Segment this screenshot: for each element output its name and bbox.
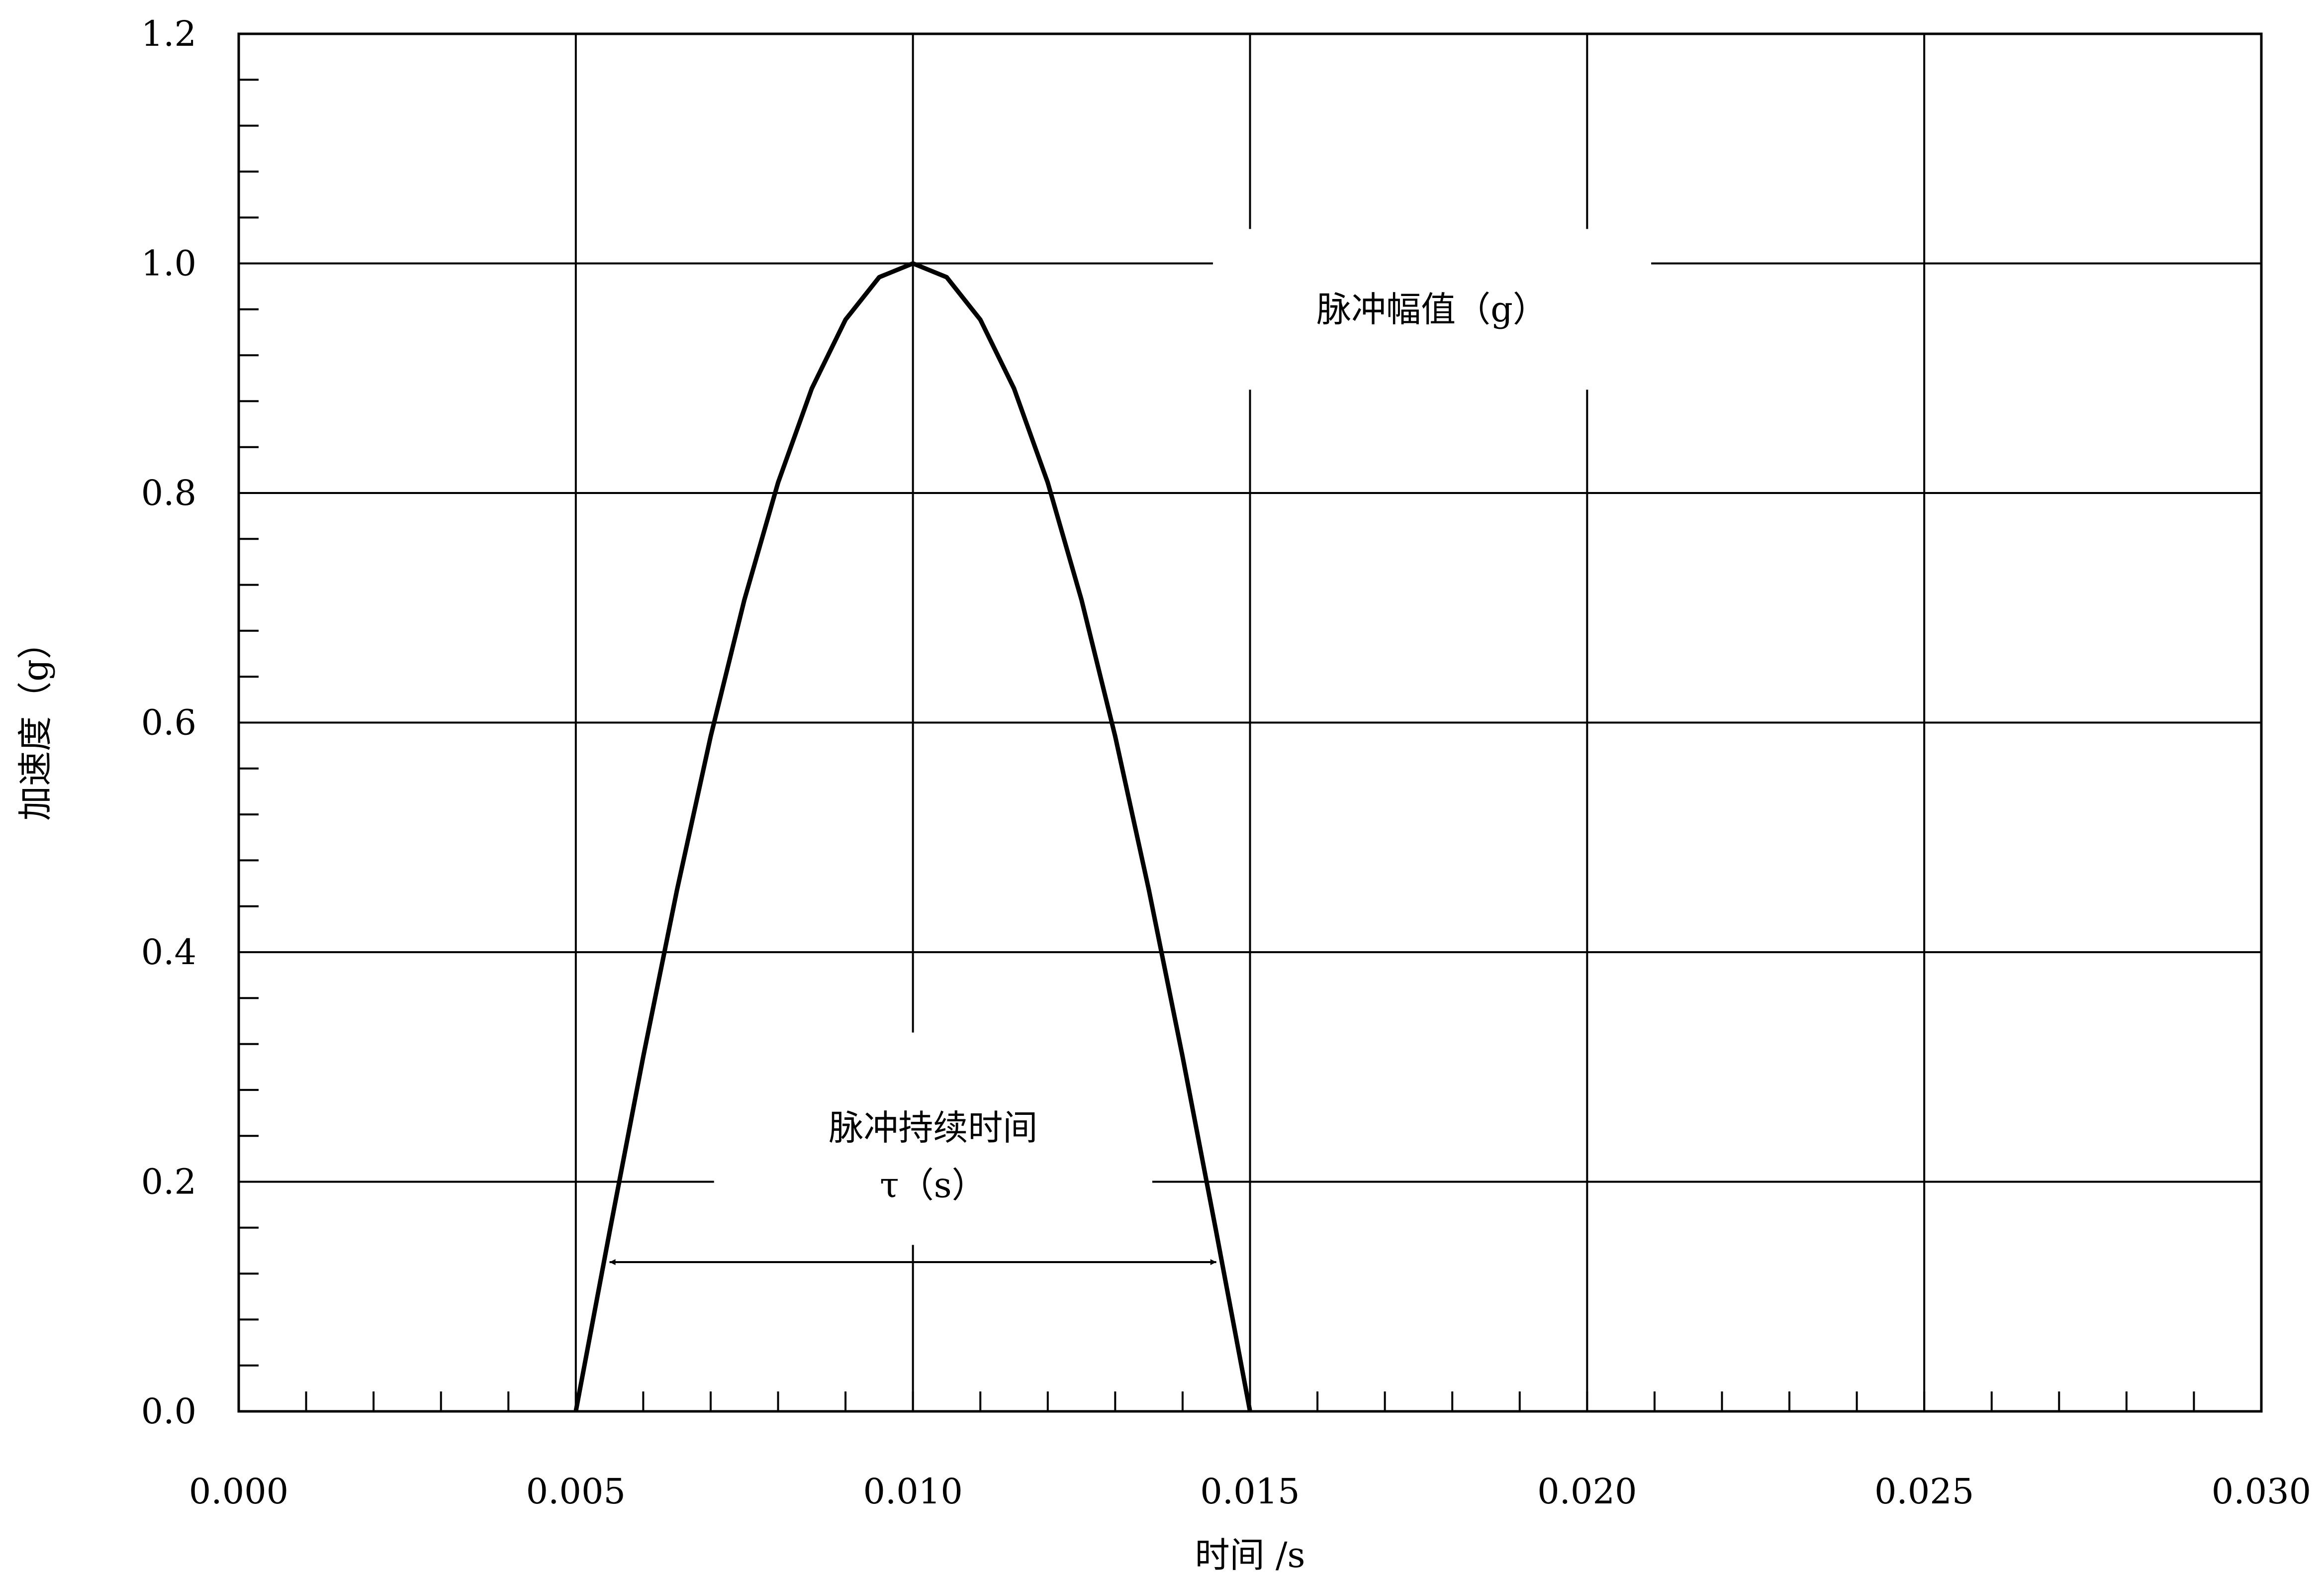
peak-amplitude-label: 脉冲幅值（g） bbox=[1316, 289, 1548, 330]
x-tick-label: 0.020 bbox=[1537, 1471, 1637, 1512]
y-axis-title: 加速度（g） bbox=[15, 624, 56, 821]
annotation-masks bbox=[714, 229, 1652, 1245]
y-tick-label: 1.2 bbox=[141, 13, 196, 54]
y-tick-label: 0.2 bbox=[141, 1162, 196, 1202]
y-tick-label: 0.0 bbox=[141, 1391, 196, 1432]
y-tick-label: 1.0 bbox=[141, 243, 196, 284]
x-axis-title: 时间 /s bbox=[1195, 1535, 1305, 1576]
x-tick-label: 0.000 bbox=[189, 1471, 288, 1512]
pulse-duration-symbol: τ（s） bbox=[880, 1165, 987, 1205]
x-tick-label: 0.015 bbox=[1200, 1471, 1300, 1512]
y-tick-label: 0.4 bbox=[141, 932, 196, 973]
series-half-sine-line bbox=[573, 261, 1252, 1412]
y-tick-label: 0.6 bbox=[141, 702, 196, 743]
x-tick-label: 0.010 bbox=[863, 1471, 962, 1512]
x-tick-label: 0.025 bbox=[1874, 1471, 1974, 1512]
x-tick-labels: 0.000 0.005 0.010 0.015 0.020 0.025 0.030 bbox=[189, 1471, 2311, 1512]
peak-label-mask bbox=[1212, 229, 1652, 390]
pulse-duration-label: 脉冲持续时间 bbox=[829, 1107, 1037, 1148]
duration-label-mask bbox=[714, 1032, 1152, 1245]
y-tick-label: 0.8 bbox=[141, 473, 196, 513]
y-tick-labels: 0.0 0.2 0.4 0.6 0.8 1.0 1.2 bbox=[141, 13, 196, 1432]
x-tick-label: 0.030 bbox=[2212, 1471, 2311, 1512]
x-tick-label: 0.005 bbox=[526, 1471, 626, 1512]
